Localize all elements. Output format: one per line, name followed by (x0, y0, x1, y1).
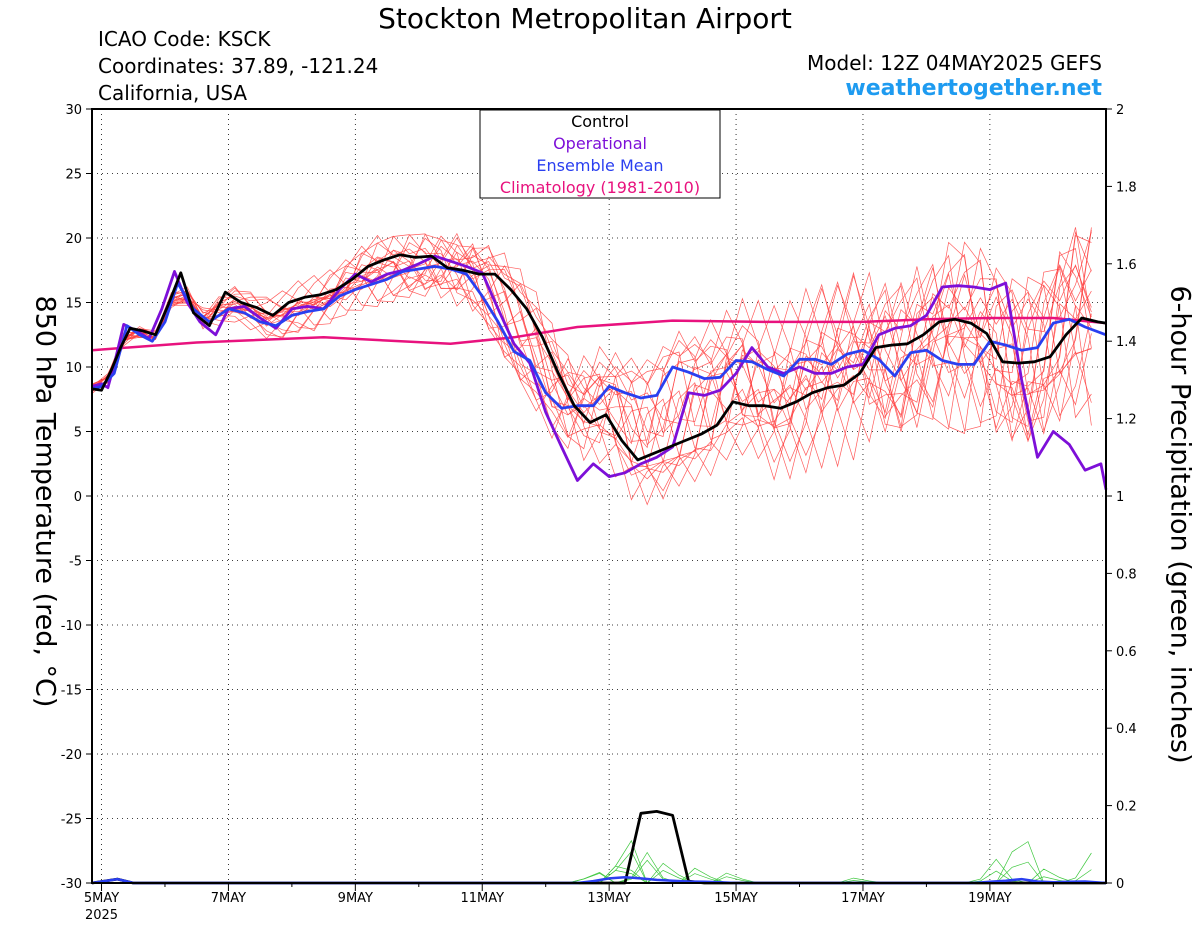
precip-member-line (92, 859, 1092, 884)
chart-title: Stockton Metropolitan Airport (378, 2, 792, 35)
y-left-tick-label: -30 (61, 877, 82, 892)
y-right-tick-label: 1.4 (1116, 335, 1137, 350)
y-right-tick-label: 0.6 (1116, 645, 1137, 660)
x-tick-label: 11MAY (460, 891, 504, 906)
x-tick-label: 7MAY (211, 891, 246, 906)
legend-control: Control (571, 112, 629, 131)
member-line (91, 231, 1092, 487)
y-right-tick-label: 0.8 (1116, 567, 1137, 582)
y-left-tick-label: -25 (61, 813, 82, 828)
x-tick-label: 17MAY (841, 891, 885, 906)
series-climatology (91, 316, 1107, 352)
y-left-tick-label: 0 (74, 490, 82, 505)
x-tick-label: 15MAY (714, 891, 758, 906)
y-left-tick-label: -5 (69, 555, 82, 570)
y-left-tick-label: -20 (61, 748, 82, 763)
y-right-tick-label: 1 (1116, 490, 1124, 505)
y-right-tick-label: 0 (1116, 877, 1124, 892)
y-right-tick-label: 0.4 (1116, 722, 1137, 737)
legend-climatology: Climatology (1981-2010) (500, 178, 700, 197)
precip-member-line (92, 839, 1092, 884)
legend-mean: Ensemble Mean (536, 156, 663, 175)
coordinates: Coordinates: 37.89, -121.24 (98, 54, 379, 78)
precip-member-line (92, 850, 1092, 884)
member-line (91, 227, 1092, 442)
y-left-tick-label: -10 (61, 619, 82, 634)
site-link[interactable]: weathertogether.net (845, 76, 1102, 101)
member-line (91, 242, 1092, 444)
member-line (91, 249, 1092, 450)
x-tick-label: 5MAY (84, 891, 119, 906)
y-right-tick-label: 1.8 (1116, 180, 1137, 195)
plot-frame (91, 108, 1107, 884)
member-line (91, 235, 1092, 477)
y-left-tick-label: 25 (65, 168, 82, 183)
x-tick-sublabel: 2025 (85, 908, 118, 923)
x-tick-label: 9MAY (338, 891, 373, 906)
member-line (91, 233, 1092, 468)
x-tick-label: 13MAY (587, 891, 631, 906)
model-run: Model: 12Z 04MAY2025 GEFS (807, 51, 1102, 75)
y-left-tick-label: 15 (65, 297, 82, 312)
y-right-tick-label: 1.2 (1116, 413, 1137, 428)
member-line (91, 227, 1092, 483)
series-precip_control (91, 810, 1106, 885)
y-left-tick-label: -15 (61, 684, 82, 699)
member-line (91, 241, 1092, 492)
x-tick-label: 19MAY (968, 891, 1012, 906)
region: California, USA (98, 81, 248, 105)
member-line (91, 231, 1092, 446)
series-operational (91, 254, 1108, 490)
series-mean (91, 264, 1107, 410)
series-precip_mean (91, 875, 1107, 885)
member-line (91, 239, 1092, 501)
y-right-tick-label: 0.2 (1116, 800, 1137, 815)
y-left-tick-label: 30 (65, 103, 82, 118)
y-left-tick-label: 5 (74, 426, 82, 441)
legend-box (479, 109, 721, 199)
legend-operational: Operational (553, 134, 647, 153)
y-left-tick-label: 10 (65, 361, 82, 376)
precip-member-line (92, 841, 1092, 884)
y-right-tick-label: 2 (1116, 103, 1124, 118)
series-control (91, 253, 1107, 462)
member-line (91, 247, 1092, 437)
y-right-tick-label: 1.6 (1116, 258, 1137, 273)
icao-code: ICAO Code: KSCK (98, 27, 271, 51)
member-line (91, 234, 1092, 468)
y-left-tick-label: 20 (65, 232, 82, 247)
